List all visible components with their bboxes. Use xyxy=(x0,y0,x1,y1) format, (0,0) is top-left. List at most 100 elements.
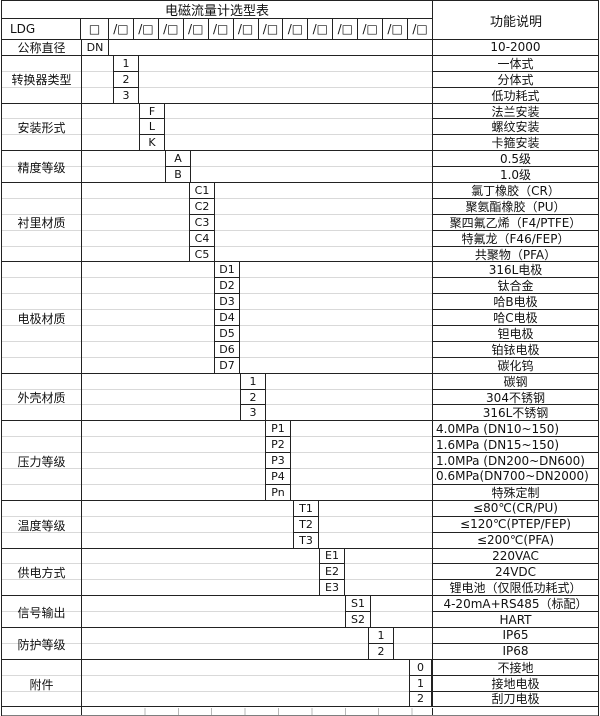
code-slot-icon: /□ xyxy=(412,21,428,36)
model-code-row: LDG □ /□ /□ /□ /□ /□ /□ /□ /□ /□ /□ /□ /… xyxy=(2,18,432,39)
category-label: 公称直径 xyxy=(17,41,66,56)
code-cell: E3 xyxy=(319,580,345,597)
description-cell: 碳化钨 xyxy=(432,357,598,374)
code-cell: DN xyxy=(81,40,109,56)
description-cell: HART xyxy=(432,612,598,628)
category-label: 安装形式 xyxy=(17,120,66,135)
label-column-divider xyxy=(81,40,82,708)
code-cell: 3 xyxy=(240,405,266,422)
description-cell: 4.0MPa (DN10~150) xyxy=(432,421,598,438)
code-cell: C4 xyxy=(189,230,215,247)
description-cell: ≤80℃(CR/PU) xyxy=(432,500,598,517)
model-prefix: LDG xyxy=(2,18,81,39)
table-row: C2 聚氨酯橡胶（PU） xyxy=(2,198,598,215)
description-cell: 一体式 xyxy=(432,55,598,72)
code-slot-icon: /□ xyxy=(308,18,334,39)
code-slot-icon: /□ xyxy=(109,18,134,39)
table-row: 1 IP65 xyxy=(2,627,598,644)
table-row: D5 钽电极 xyxy=(2,326,598,342)
table-row: D1 316L电极 xyxy=(2,262,598,279)
code-cell: L xyxy=(139,119,165,136)
description-cell: 24VDC xyxy=(432,564,598,581)
code-cell: Pn xyxy=(265,484,291,501)
table-row: P2 1.6MPa (DN15~150) xyxy=(2,437,598,454)
table-row: E1 220VAC xyxy=(2,548,598,565)
code-cell: 1 xyxy=(368,627,394,644)
code-slot-icon: /□ xyxy=(184,18,209,39)
code-cell: 2 xyxy=(240,389,266,406)
code-slot-icon: /□ xyxy=(333,18,359,39)
description-cell: 卡箍安装 xyxy=(432,135,598,152)
code-cell: C5 xyxy=(189,246,215,263)
table-row: D7 碳化钨 xyxy=(2,357,598,374)
table-row: T3 ≤200℃(PFA) xyxy=(2,532,598,549)
category-label: 衬里材质 xyxy=(17,216,66,231)
table-row: B 1.0级 xyxy=(2,167,598,184)
code-cell: D7 xyxy=(214,357,240,374)
description-cell: 低功耗式 xyxy=(432,87,598,104)
description-cell: 氯丁橡胶（CR） xyxy=(432,183,598,199)
table-row: A 0.5级 xyxy=(2,151,598,168)
code-slot-icon: /□ xyxy=(383,18,409,39)
description-cell: 螺纹安装 xyxy=(432,119,598,136)
table-row: 1 一体式 xyxy=(2,55,598,72)
description-cell: 刮刀电极 xyxy=(432,691,598,708)
table-row: T2 ≤120℃(PTEP/FEP) xyxy=(2,516,598,533)
code-cell: D2 xyxy=(214,278,240,295)
table-row: Pn 特殊定制 xyxy=(2,484,598,501)
description-cell: 1.0MPa (DN200~DN600) xyxy=(432,453,598,470)
code-cell: D5 xyxy=(214,326,240,342)
code-cell: F xyxy=(139,103,165,120)
code-cell: 1 xyxy=(240,373,266,390)
footer-cell-ticks xyxy=(112,708,432,715)
category-label: 压力等级 xyxy=(17,454,66,469)
description-cell: 特氟龙（F46/FEP） xyxy=(432,230,598,247)
code-cell: C3 xyxy=(189,214,215,231)
code-slot-icon: /□ xyxy=(234,18,259,39)
code-cell: T3 xyxy=(293,532,319,549)
code-cell: S2 xyxy=(345,612,371,628)
description-cell: ≤120℃(PTEP/FEP) xyxy=(432,516,598,533)
table-row: E3 锂电池（仅限低功耗式） xyxy=(2,580,598,597)
table-row: L 螺纹安装 xyxy=(2,119,598,136)
description-cell: 铂铱电极 xyxy=(432,341,598,358)
code-box-icon: □ xyxy=(81,18,109,39)
code-cell: P1 xyxy=(265,421,291,438)
description-cell: 316L不锈钢 xyxy=(432,405,598,422)
code-cell: C1 xyxy=(189,183,215,199)
description-cell: 304不锈钢 xyxy=(432,389,598,406)
code-cell: D4 xyxy=(214,310,240,327)
code-cell: 2 xyxy=(409,691,432,708)
table-body: 公称直径 转换器类型 安装形式 精度等级 衬里材质 电极材质 外壳材质 压力等级… xyxy=(2,40,598,708)
table-row: D6 铂铱电极 xyxy=(2,341,598,358)
description-cell: 哈B电极 xyxy=(432,294,598,311)
table-row: C3 聚四氟乙烯（F4/PTFE） xyxy=(2,214,598,231)
table-row: C5 共聚物（PFA） xyxy=(2,246,598,263)
table-row: D2 钛合金 xyxy=(2,278,598,295)
footer-divider xyxy=(81,708,82,715)
footer-divider xyxy=(432,708,433,715)
code-cell: C2 xyxy=(189,198,215,215)
table-title: 电磁流量计选型表 xyxy=(2,1,432,19)
description-cell: 分体式 xyxy=(432,71,598,88)
table-row: 1 接地电极 xyxy=(2,675,598,692)
table-row: S2 HART xyxy=(2,612,598,628)
table-row: DN 10-2000 xyxy=(2,40,598,56)
category-label: 转换器类型 xyxy=(11,73,72,88)
code-slot-icon: /□ xyxy=(134,18,159,39)
description-cell: ≤200℃(PFA) xyxy=(432,532,598,549)
table-row: 2 分体式 xyxy=(2,71,598,88)
code-cell: T2 xyxy=(293,516,319,533)
table-row: 2 IP68 xyxy=(2,643,598,660)
table-row: K 卡箍安装 xyxy=(2,135,598,152)
function-column-header: 功能说明 xyxy=(432,1,599,39)
table-header: 电磁流量计选型表 功能说明 LDG □ /□ /□ /□ /□ /□ /□ /□… xyxy=(2,1,598,40)
table-row: 3 低功耗式 xyxy=(2,87,598,104)
category-label: 精度等级 xyxy=(17,160,66,175)
table-row: F 法兰安装 xyxy=(2,103,598,120)
code-slot-icon: /□ xyxy=(358,18,384,39)
description-cell: IP65 xyxy=(432,627,598,644)
code-cell: E2 xyxy=(319,564,345,581)
